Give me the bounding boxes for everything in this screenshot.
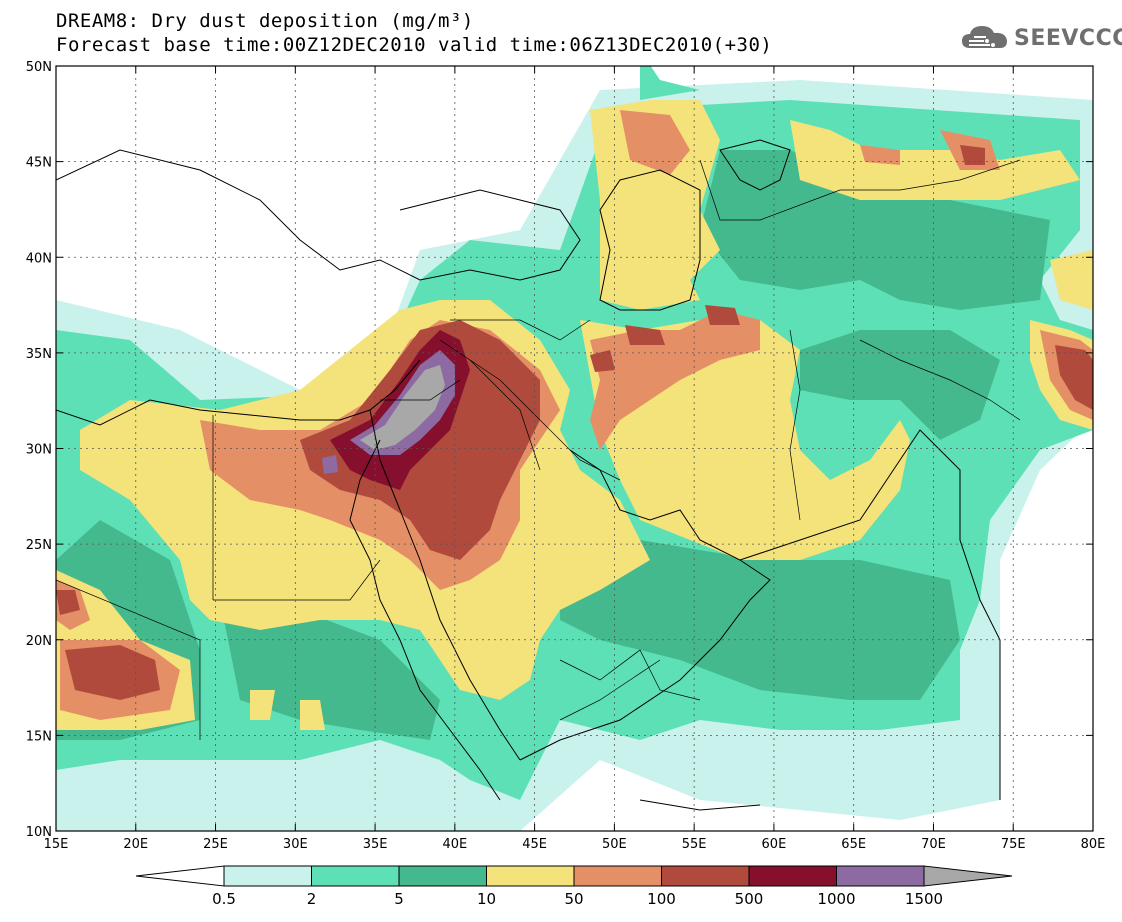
colorbar-swatch bbox=[573, 865, 662, 887]
x-tick-label: 60E bbox=[762, 837, 787, 852]
x-tick-label: 35E bbox=[363, 837, 388, 852]
colorbar-swatch bbox=[748, 865, 837, 887]
map-title: DREAM8: Dry dust deposition (mg/m³) bbox=[56, 10, 474, 32]
y-tick-label: 10N bbox=[26, 825, 52, 840]
x-tick-label: 45E bbox=[522, 837, 547, 852]
colorbar-label: 0.5 bbox=[212, 890, 236, 908]
x-tick-label: 50E bbox=[602, 837, 627, 852]
x-tick-label: 70E bbox=[921, 837, 946, 852]
colorbar-max-arrow bbox=[923, 865, 1013, 887]
y-tick-label: 20N bbox=[26, 634, 52, 649]
x-tick-label: 40E bbox=[442, 837, 467, 852]
colorbar-label: 1000 bbox=[817, 890, 855, 908]
deposition-field bbox=[56, 66, 1093, 831]
y-tick-label: 25N bbox=[26, 538, 52, 553]
colorbar-label: 50 bbox=[564, 890, 583, 908]
y-tick-label: 45N bbox=[26, 156, 52, 171]
colorbar-label: 100 bbox=[647, 890, 676, 908]
latitude-labels: 10N 15N 20N 25N 30N 35N 40N 45N 50N bbox=[26, 60, 52, 840]
colorbar-min-arrow bbox=[135, 865, 225, 887]
y-tick-label: 50N bbox=[26, 60, 52, 75]
axis-ticks bbox=[55, 65, 1094, 832]
colorbar-label: 10 bbox=[477, 890, 496, 908]
level-above-1500 bbox=[360, 365, 445, 450]
x-tick-label: 25E bbox=[203, 837, 228, 852]
colorbar-label: 500 bbox=[735, 890, 764, 908]
x-tick-label: 55E bbox=[682, 837, 707, 852]
gridlines bbox=[56, 66, 1093, 831]
colorbar-label: 1500 bbox=[905, 890, 943, 908]
y-tick-label: 30N bbox=[26, 443, 52, 458]
colorbar-swatch bbox=[223, 865, 312, 887]
x-tick-label: 15E bbox=[44, 837, 69, 852]
seevccc-logo: SEEVCCC bbox=[960, 22, 1122, 54]
colorbar-swatch bbox=[311, 865, 400, 887]
country-borders bbox=[56, 159, 1021, 740]
colorbar-swatch bbox=[661, 865, 750, 887]
map-subtitle: Forecast base time:00Z12DEC2010 valid ti… bbox=[56, 34, 773, 56]
colorbar-swatch bbox=[398, 865, 487, 887]
level-5-10 bbox=[56, 150, 1050, 740]
x-tick-label: 20E bbox=[123, 837, 148, 852]
colorbar: 0.5 2 5 10 50 100 500 1000 1500 bbox=[135, 865, 1013, 908]
longitude-labels: 15E 20E 25E 30E 35E 40E 45E 50E 55E 60E 65E 70E 75E 8… bbox=[44, 837, 1106, 852]
logo-text: SEEVCCC bbox=[1014, 25, 1122, 51]
colorbar-swatch bbox=[836, 865, 925, 887]
x-tick-label: 65E bbox=[841, 837, 866, 852]
cloud-icon bbox=[962, 26, 1007, 48]
y-tick-label: 15N bbox=[26, 729, 52, 744]
x-tick-label: 75E bbox=[1001, 837, 1026, 852]
y-tick-label: 40N bbox=[26, 251, 52, 266]
colorbar-swatch bbox=[486, 865, 575, 887]
colorbar-label: 5 bbox=[394, 890, 404, 908]
x-tick-label: 80E bbox=[1081, 837, 1106, 852]
colorbar-label: 2 bbox=[307, 890, 317, 908]
x-tick-label: 30E bbox=[283, 837, 308, 852]
y-tick-label: 35N bbox=[26, 347, 52, 362]
